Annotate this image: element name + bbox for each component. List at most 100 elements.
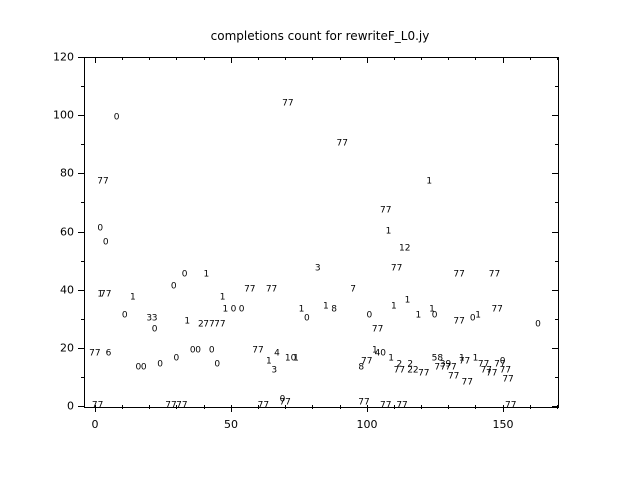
data-point-label: 3 xyxy=(271,365,278,376)
data-point-label: 77 xyxy=(371,324,384,335)
data-point-label: 0 xyxy=(535,319,541,330)
x-axis-minor-tick-top xyxy=(557,57,558,60)
data-point-label: 1 xyxy=(265,356,272,367)
data-point-label: 1 xyxy=(298,304,305,315)
x-axis-major-tick xyxy=(231,405,232,412)
data-point-label: 77 xyxy=(265,284,278,295)
data-point-label: 1 xyxy=(219,292,226,303)
x-axis-major-tick-top xyxy=(231,57,232,63)
data-point-label: 4 xyxy=(274,348,280,359)
data-point-label: 0 xyxy=(135,362,142,373)
y-axis-minor-tick-right xyxy=(555,377,558,378)
y-axis-minor-tick xyxy=(81,319,85,320)
y-axis-major-tick xyxy=(78,232,85,233)
data-point-label: 77 xyxy=(244,284,256,295)
y-axis-minor-tick-right xyxy=(555,86,558,87)
y-axis-major-tick xyxy=(78,57,85,58)
data-point-label: 0 xyxy=(189,345,196,356)
x-axis-minor-tick-top xyxy=(258,57,259,60)
x-axis-minor-tick-top xyxy=(149,57,150,60)
x-axis-major-tick xyxy=(367,405,368,412)
data-point-label: 77 xyxy=(97,176,109,187)
data-point-label: 77 xyxy=(488,269,501,280)
y-axis-minor-tick-right xyxy=(555,319,558,320)
data-point-label: 0 xyxy=(304,313,310,324)
data-point-label: 77 xyxy=(461,377,474,388)
data-point-label: 77 xyxy=(434,362,446,373)
data-point-label: 0 xyxy=(140,362,147,373)
data-point-label: 77 xyxy=(279,397,291,408)
y-axis-major-tick-right xyxy=(552,232,558,233)
data-point-label: 0 xyxy=(121,310,128,321)
data-point-label: 2 xyxy=(407,359,414,370)
data-point-label: 77 xyxy=(477,359,490,370)
data-point-label: 58 xyxy=(431,353,444,364)
data-point-label: 77 xyxy=(505,400,517,411)
x-axis-minor-tick-top xyxy=(204,57,205,60)
data-point-label: 77 xyxy=(282,98,294,109)
data-point-label: 77 xyxy=(480,365,493,376)
data-point-label: 77 xyxy=(165,400,177,411)
data-point-label: 1 xyxy=(388,353,395,364)
y-axis-tick-label: 40 xyxy=(60,283,74,297)
y-axis-tick-label: 100 xyxy=(53,108,74,122)
data-point-label: 77 xyxy=(447,371,460,382)
data-point-label: 0 xyxy=(173,353,180,364)
data-point-label: 12 xyxy=(399,243,411,254)
y-axis-tick-label: 120 xyxy=(53,50,74,64)
y-axis-minor-tick xyxy=(81,261,85,262)
x-axis-minor-tick-top xyxy=(340,57,341,60)
data-point-label: 0 xyxy=(195,345,202,356)
x-axis-major-tick xyxy=(503,405,504,412)
data-point-label: 0 xyxy=(113,112,120,123)
data-point-label: 0 xyxy=(208,345,215,356)
y-axis-major-tick-right xyxy=(552,290,558,291)
data-point-label: 8 xyxy=(358,362,365,373)
x-axis-major-tick-top xyxy=(503,57,504,63)
x-axis-minor-tick xyxy=(557,405,558,409)
data-point-label: 77 xyxy=(203,319,215,330)
data-point-label: 1 xyxy=(429,304,435,315)
data-point-label: 1 xyxy=(130,292,136,303)
data-point-label: 1 xyxy=(426,176,433,187)
data-point-label: 0 xyxy=(97,223,104,234)
x-axis-minor-tick xyxy=(285,405,286,409)
data-point-label: 77 xyxy=(396,400,408,411)
x-axis-minor-tick xyxy=(448,405,449,409)
x-axis-minor-tick xyxy=(475,405,476,409)
y-axis-major-tick xyxy=(78,348,85,349)
data-point-label: 77 xyxy=(393,365,406,376)
data-point-label: 77 xyxy=(380,400,392,411)
y-axis-major-tick-right xyxy=(552,57,558,58)
data-point-label: 77 xyxy=(91,400,104,411)
data-point-label: 10 xyxy=(284,353,297,364)
x-axis-tick-label: 100 xyxy=(356,418,378,431)
data-point-label: 0 xyxy=(469,313,476,324)
data-point-label: 1 xyxy=(222,304,229,315)
x-axis-minor-tick-top xyxy=(475,57,476,60)
y-axis-tick-label: 80 xyxy=(60,166,74,180)
data-point-label: 40 xyxy=(374,348,387,359)
data-point-label: 1 xyxy=(97,289,104,300)
y-axis-minor-tick-right xyxy=(555,261,558,262)
x-axis-minor-tick-top xyxy=(176,57,177,60)
data-point-label: 8 xyxy=(331,304,337,315)
x-axis-tick-label: 0 xyxy=(91,418,99,431)
data-point-label: 0 xyxy=(230,304,237,315)
data-point-label: 0 xyxy=(170,281,177,292)
x-axis-major-tick-top xyxy=(95,57,96,63)
x-axis-minor-tick xyxy=(530,405,531,409)
x-axis-major-tick xyxy=(95,405,96,412)
data-point-label: 1 xyxy=(458,353,465,364)
data-point-label: 1 xyxy=(404,295,411,306)
y-axis-minor-tick xyxy=(81,202,85,203)
data-point-label: 2 xyxy=(198,319,204,330)
data-point-label: 77 xyxy=(502,374,514,385)
data-point-label: 0 xyxy=(238,304,245,315)
data-point-label: 77 xyxy=(486,368,498,379)
x-axis-minor-tick xyxy=(204,405,205,409)
x-axis-minor-tick xyxy=(340,405,341,409)
data-point-label: 77 xyxy=(390,263,403,274)
data-point-label: 3 xyxy=(146,313,153,324)
data-point-label: 77 xyxy=(445,362,457,373)
